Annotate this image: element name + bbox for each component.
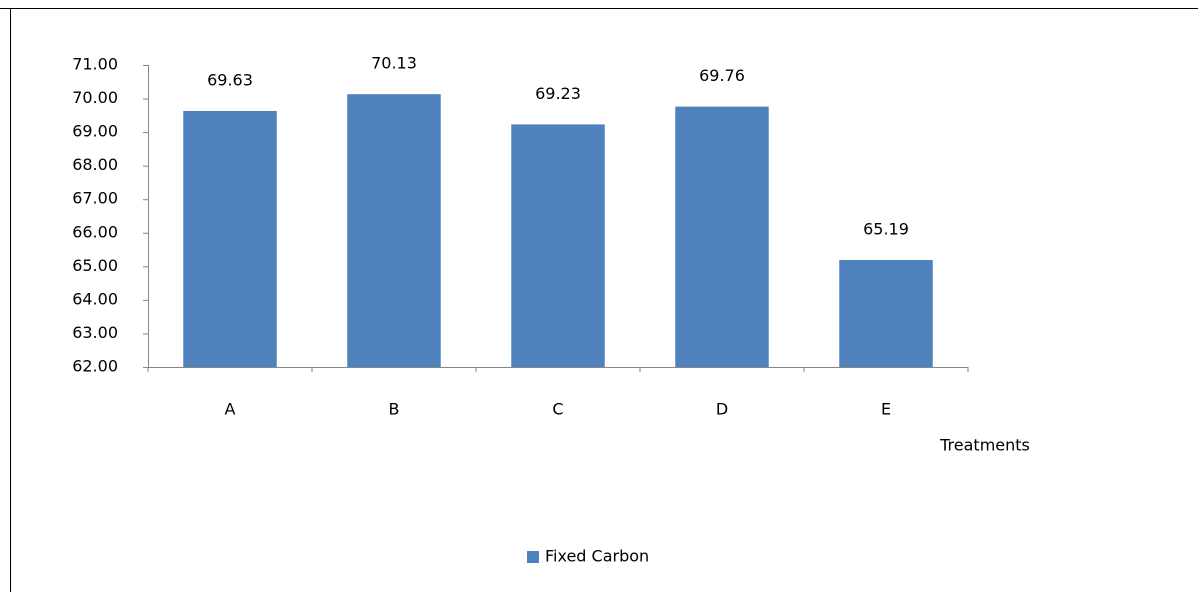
- x-tick-label: E: [881, 400, 891, 419]
- x-tick-label: D: [716, 400, 728, 419]
- x-tick-label: A: [225, 400, 236, 419]
- y-tick-label: 67.00: [72, 189, 118, 208]
- data-label: 69.23: [535, 84, 581, 103]
- bar: [183, 110, 277, 368]
- x-tick-label: B: [389, 400, 400, 419]
- y-tick-label: 71.00: [72, 55, 118, 74]
- y-tick-label: 68.00: [72, 155, 118, 174]
- data-label: 69.76: [699, 66, 745, 85]
- y-tick-label: 64.00: [72, 289, 118, 308]
- y-tick-label: 69.00: [72, 122, 118, 141]
- data-label: 70.13: [371, 54, 417, 73]
- data-label: 69.63: [207, 70, 253, 89]
- bar: [511, 124, 605, 367]
- x-tick-label: C: [552, 400, 563, 419]
- x-axis-label: Treatments: [939, 436, 1030, 455]
- y-tick-label: 70.00: [72, 88, 118, 107]
- bar: [675, 106, 769, 367]
- y-tick-label: 63.00: [72, 323, 118, 342]
- bar: [839, 259, 933, 367]
- y-tick-label: 66.00: [72, 222, 118, 241]
- legend-label: Fixed Carbon: [545, 547, 649, 566]
- legend-swatch: [527, 551, 539, 563]
- bar: [347, 94, 441, 368]
- y-tick-label: 62.00: [72, 357, 118, 376]
- y-tick-label: 65.00: [72, 256, 118, 275]
- data-label: 65.19: [863, 219, 909, 238]
